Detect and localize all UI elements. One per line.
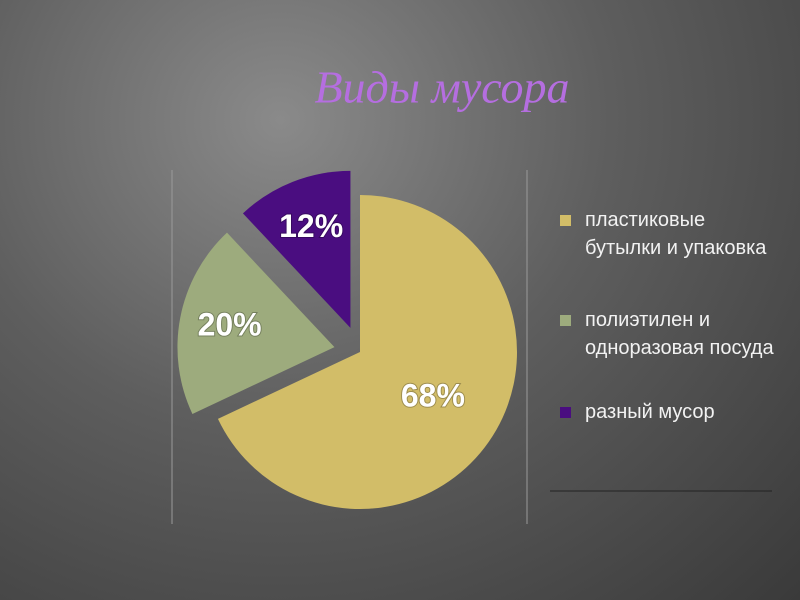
pie-slice [242,170,351,328]
legend-swatch [560,215,571,226]
data-label: 12% [279,208,343,244]
chart-title: Виды мусора [314,62,569,113]
data-label: 68% [401,378,465,414]
data-label: 20% [198,307,262,343]
legend-label: полиэтилен и одноразовая посуда [585,309,774,359]
legend-swatch [560,407,571,418]
pie-slice [217,195,518,510]
legend-label: пластиковые бутылки и упаковка [585,209,767,259]
legend-label: разный мусор [585,401,715,423]
pie-slice [177,232,335,414]
legend-swatch [560,315,571,326]
